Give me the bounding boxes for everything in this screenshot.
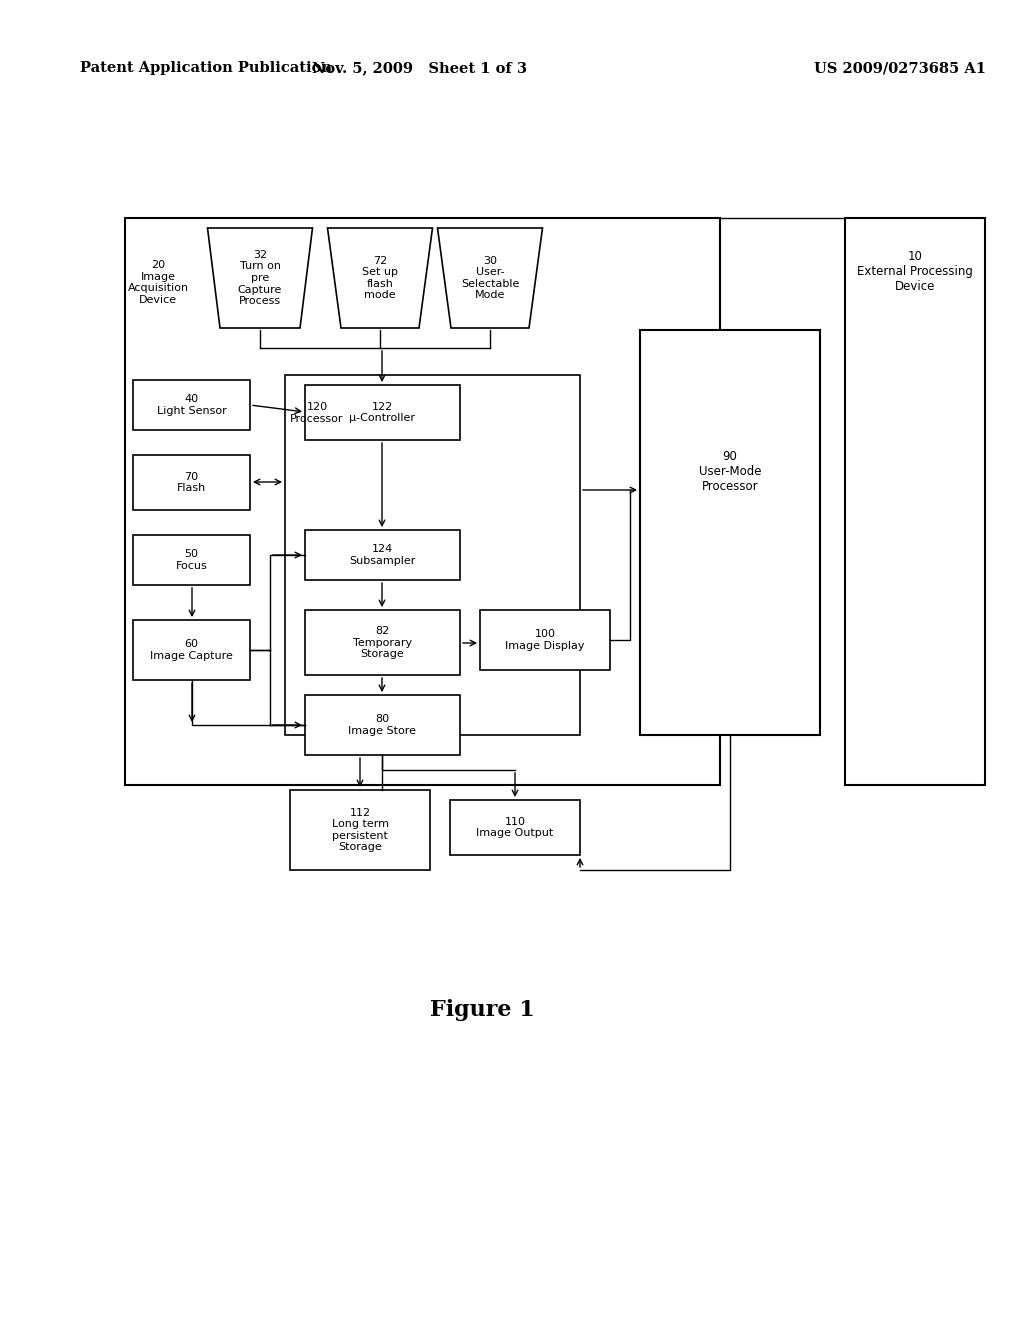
Bar <box>290 789 430 870</box>
Text: 40
Light Sensor: 40 Light Sensor <box>157 395 226 416</box>
Bar <box>305 610 460 675</box>
Polygon shape <box>208 228 312 327</box>
Bar <box>133 380 250 430</box>
Text: 30
User-
Selectable
Mode: 30 User- Selectable Mode <box>461 256 519 301</box>
Text: 50
Focus: 50 Focus <box>176 549 208 570</box>
Text: 110
Image Output: 110 Image Output <box>476 817 554 838</box>
Bar <box>133 620 250 680</box>
Polygon shape <box>437 228 543 327</box>
Text: 72
Set up
flash
mode: 72 Set up flash mode <box>362 256 398 301</box>
Text: 80
Image Store: 80 Image Store <box>348 714 417 735</box>
Text: Patent Application Publication: Patent Application Publication <box>80 61 332 75</box>
Bar <box>125 218 720 785</box>
Text: Figure 1: Figure 1 <box>430 999 535 1020</box>
Bar <box>133 535 250 585</box>
Text: 112
Long term
persistent
Storage: 112 Long term persistent Storage <box>332 808 388 853</box>
Bar <box>450 800 580 855</box>
Bar <box>285 375 580 735</box>
Text: 124
Subsampler: 124 Subsampler <box>349 544 416 566</box>
Bar <box>305 696 460 755</box>
Text: US 2009/0273685 A1: US 2009/0273685 A1 <box>814 61 986 75</box>
Text: 60
Image Capture: 60 Image Capture <box>151 639 232 661</box>
Text: 122
μ-Controller: 122 μ-Controller <box>349 401 416 424</box>
Polygon shape <box>328 228 432 327</box>
Text: 120
Processor: 120 Processor <box>290 403 344 424</box>
Text: 82
Temporary
Storage: 82 Temporary Storage <box>353 626 412 659</box>
Text: 100
Image Display: 100 Image Display <box>505 630 585 651</box>
Text: Nov. 5, 2009   Sheet 1 of 3: Nov. 5, 2009 Sheet 1 of 3 <box>312 61 527 75</box>
Bar <box>640 330 820 735</box>
Text: 10
External Processing
Device: 10 External Processing Device <box>857 249 973 293</box>
Bar <box>480 610 610 671</box>
Bar <box>845 218 985 785</box>
Text: 20
Image
Acquisition
Device: 20 Image Acquisition Device <box>127 260 188 305</box>
Bar <box>305 531 460 579</box>
Bar <box>133 455 250 510</box>
Text: 90
User-Mode
Processor: 90 User-Mode Processor <box>698 450 761 492</box>
Text: 70
Flash: 70 Flash <box>177 471 206 494</box>
Bar <box>305 385 460 440</box>
Text: 32
Turn on
pre
Capture
Process: 32 Turn on pre Capture Process <box>238 249 283 306</box>
